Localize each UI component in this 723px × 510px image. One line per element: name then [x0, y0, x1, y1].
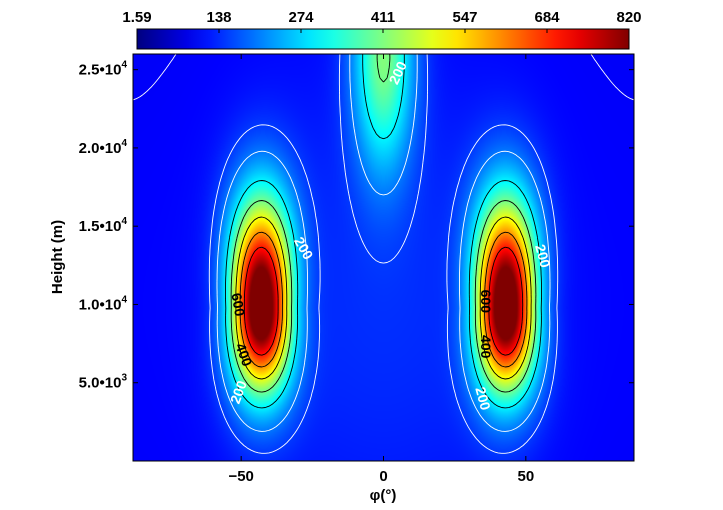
- colorbar-tick-label: 684: [534, 9, 560, 26]
- x-axis-label: φ(°): [370, 487, 397, 504]
- y-tick-label: 1.0•104: [79, 294, 128, 313]
- colorbar-tick-label: 820: [616, 9, 641, 26]
- contour-label: 200: [532, 243, 554, 270]
- contour-label: 600: [228, 292, 248, 318]
- contour-label: 200: [227, 378, 250, 406]
- y-tick-label: 5.0•103: [79, 373, 128, 392]
- colorbar-ticks: 1.59 138 274 411 547 684 820: [122, 9, 642, 33]
- x-tick-label: 50: [517, 468, 534, 485]
- contour-label: 200: [472, 385, 494, 412]
- contour-line: [239, 231, 528, 368]
- y-tick-label: 2.5•104: [79, 60, 128, 79]
- colorbar: 1.59 138 274 411 547 684 820: [122, 9, 642, 50]
- colorbar-tick-label: 411: [371, 9, 395, 26]
- contour-line: [243, 246, 524, 356]
- y-tick-label: 2.0•104: [79, 138, 128, 157]
- colorbar-tick-label: 547: [452, 9, 477, 26]
- contour-label: 600: [478, 290, 494, 314]
- y-axis: 5.0•103 1.0•104 1.5•104 2.0•104 2.5•104: [79, 60, 634, 392]
- colorbar-tick-label: 1.59: [122, 9, 151, 26]
- contour-label: 400: [232, 341, 255, 369]
- y-tick-label: 1.5•104: [79, 216, 128, 235]
- contour-line: [133, 54, 634, 101]
- heatmap-field: [133, 54, 634, 461]
- colorbar-tick-label: 138: [206, 9, 231, 26]
- contour-line: [230, 54, 537, 393]
- x-axis: −50 0 50: [228, 54, 534, 485]
- x-tick-label: 0: [379, 468, 387, 485]
- contour-line: [235, 216, 532, 380]
- contour-line: [225, 54, 542, 409]
- contour-line: [208, 54, 559, 454]
- contour-lines: [133, 54, 634, 454]
- colorbar-tick-label: 274: [288, 9, 314, 26]
- contour-label: 400: [478, 335, 494, 359]
- y-axis-label: Height (m): [49, 220, 66, 294]
- x-tick-label: −50: [228, 468, 253, 485]
- contour-line: [216, 54, 551, 432]
